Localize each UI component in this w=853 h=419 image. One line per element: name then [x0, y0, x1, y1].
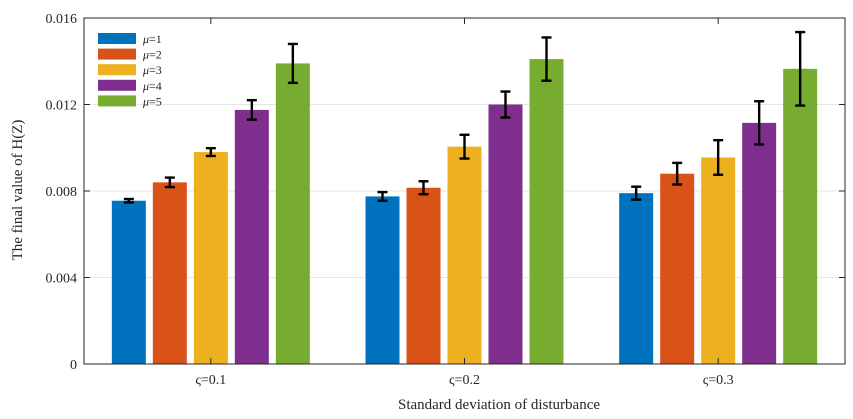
bar [234, 109, 269, 364]
legend-swatch [98, 64, 136, 76]
bar [447, 146, 482, 364]
y-tick-label: 0.004 [46, 272, 78, 287]
legend-swatch [98, 79, 136, 91]
bar [152, 182, 187, 364]
bar [742, 122, 777, 364]
y-tick-label: 0.012 [46, 99, 78, 114]
bar [193, 152, 228, 364]
bar [701, 157, 736, 364]
legend-swatch [98, 48, 136, 60]
y-axis-title: The final value of H(Z) [10, 120, 26, 261]
x-tick-label: ς=0.3 [703, 373, 734, 388]
bar [488, 104, 523, 364]
legend-swatch [98, 95, 136, 107]
axes-layer: 0 0.004 0.008 0.012 0.016 ς=0.1 ς=0.2 ς=0.3 [46, 12, 846, 388]
y-tick-label: 0.008 [46, 185, 78, 200]
legend-swatch [98, 33, 136, 44]
legend: μ=1 μ=2μ=3 μ=4μ=5 [98, 32, 162, 108]
bar [783, 68, 818, 364]
bar [529, 59, 564, 365]
axes-box [83, 17, 846, 365]
bar [111, 200, 146, 364]
bar [406, 187, 441, 364]
bar [275, 63, 310, 364]
x-tick-label: ς=0.1 [195, 373, 226, 388]
x-tick-label: ς=0.2 [449, 373, 480, 388]
y-tick-label: 0 [70, 358, 77, 373]
bar [365, 196, 400, 364]
legend-label: μ=3 [142, 63, 162, 77]
legend-label: μ=4 [142, 79, 162, 93]
x-axis-title: Standard deviation of disturbance [398, 397, 600, 413]
legend-label: μ=1 [142, 32, 162, 46]
bar [660, 173, 695, 364]
bars-layer [111, 30, 818, 365]
y-tick-label: 0.016 [46, 12, 78, 27]
legend-label: μ=2 [142, 48, 162, 62]
legend-label: μ=5 [142, 94, 162, 108]
bar [619, 193, 654, 364]
